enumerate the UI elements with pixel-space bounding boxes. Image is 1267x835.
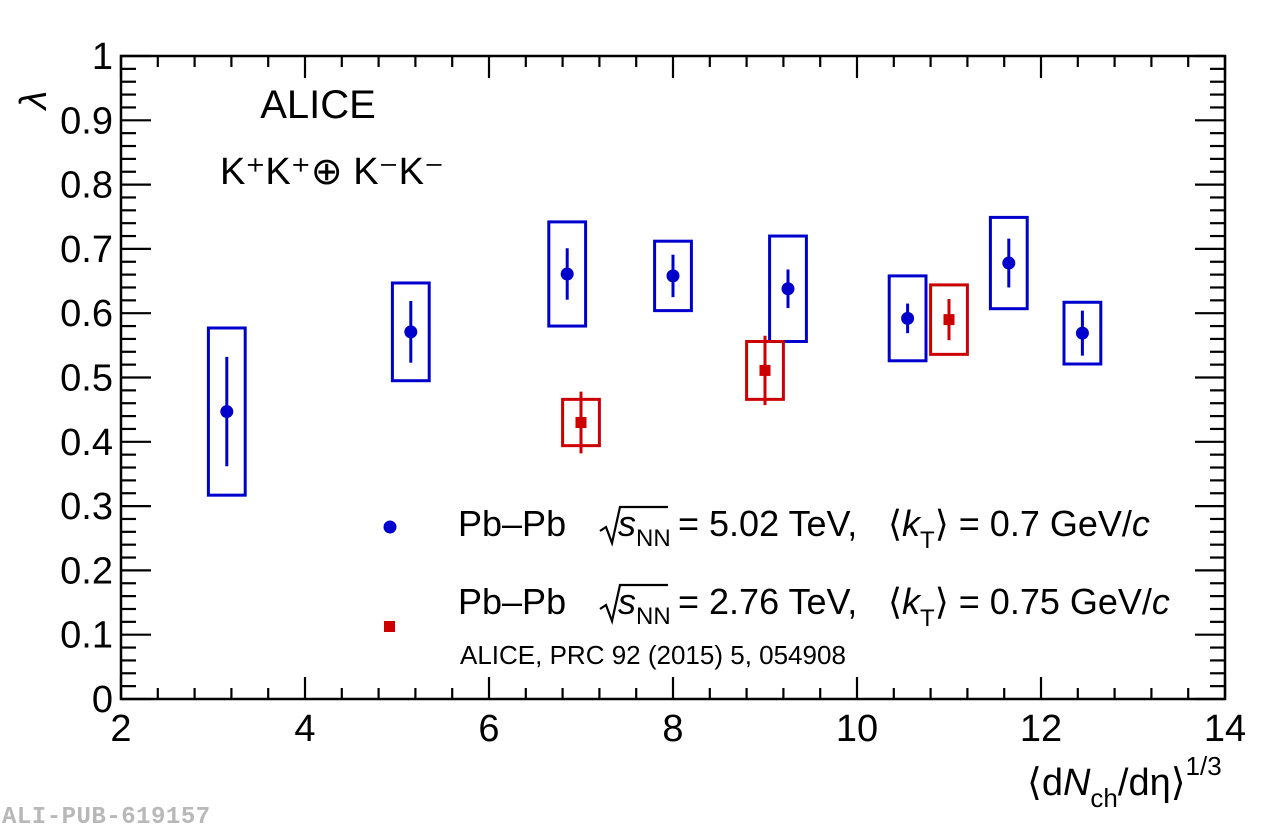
publication-id: ALI-PUB-619157 xyxy=(2,804,211,831)
y-tick-label: 0.3 xyxy=(60,486,113,528)
svg-text:= 5.02 TeV,: = 5.02 TeV, xyxy=(678,503,857,544)
legend-entry-2-energy: 2.76 TeV xyxy=(709,581,850,622)
system-label: K⁺K⁺⊕ K⁻K⁻ xyxy=(220,151,444,193)
experiment-label: ALICE xyxy=(260,83,376,127)
legend-entry-1-system: Pb–Pb xyxy=(458,503,566,544)
data-point-circle xyxy=(901,311,915,325)
data-point-circle xyxy=(1075,326,1089,340)
sys-box-series-2 xyxy=(929,283,969,356)
x-axis-title: ⟨dNch/dη⟩1/3 xyxy=(1027,751,1222,813)
legend-entry-1-energy: 5.02 TeV xyxy=(709,503,850,544)
y-axis-title: λ xyxy=(13,91,55,112)
data-point-circle xyxy=(560,267,574,281)
x-tick-label: 10 xyxy=(836,708,878,750)
svg-text:⟨kT⟩ = 0.75 GeV/c: ⟨kT⟩ = 0.75 GeV/c xyxy=(888,581,1170,632)
legend-entry-1-kt: ⟨kT⟩ = 0.7 GeV/c xyxy=(888,503,1150,554)
svg-text:s: s xyxy=(618,581,636,622)
y-tick-label: 0 xyxy=(92,679,113,721)
y-tick-label: 0.5 xyxy=(60,358,113,400)
x-tick-label: 6 xyxy=(478,708,499,750)
legend-marker-circle xyxy=(383,520,397,534)
x-tick-label: 2 xyxy=(110,708,131,750)
svg-text:= 2.76 TeV,: = 2.76 TeV, xyxy=(678,581,857,622)
y-tick-label: 0.9 xyxy=(60,100,113,142)
systematic-boxes xyxy=(206,215,1103,497)
legend-entry-2-sqrt-snn: s NN xyxy=(599,581,671,630)
data-point-square xyxy=(943,314,955,326)
svg-text:⟨kT⟩ = 0.7 GeV/c: ⟨kT⟩ = 0.7 GeV/c xyxy=(888,503,1150,554)
sys-box-series-1 xyxy=(988,215,1029,311)
data-point-square xyxy=(575,417,587,429)
svg-text:s: s xyxy=(618,503,636,544)
y-tick-label: 0.4 xyxy=(60,422,113,464)
axes-frame: 2 4 6 8 10 12 14 0 0.1 0.2 0.3 0.4 0.5 0.6 0.7 0.8 0.9 1 xyxy=(60,36,1246,750)
legend-entry-2-kt: ⟨kT⟩ = 0.75 GeV/c xyxy=(888,581,1170,632)
x-tick-label: 12 xyxy=(1020,708,1062,750)
data-marks xyxy=(220,238,1089,467)
svg-text:NN: NN xyxy=(636,603,671,630)
y-tick-label: 0.1 xyxy=(60,615,113,657)
legend-marker-square xyxy=(384,621,395,632)
sys-box-series-1 xyxy=(547,220,588,328)
sys-box-series-1 xyxy=(390,281,431,383)
x-tick-label: 14 xyxy=(1204,708,1246,750)
legend-reference: ALICE, PRC 92 (2015) 5, 054908 xyxy=(460,640,846,670)
y-tick-label: 0.8 xyxy=(60,165,113,207)
data-point-circle xyxy=(781,282,795,296)
x-tick-label: 4 xyxy=(294,708,315,750)
legend: Pb–Pb s NN = 5.02 TeV, ⟨kT⟩ = 0.7 GeV/c … xyxy=(383,503,1170,670)
y-tick-label: 0.6 xyxy=(60,293,113,335)
x-tick-label: 8 xyxy=(662,708,683,750)
data-point-circle xyxy=(1002,256,1016,270)
data-point-square xyxy=(759,364,771,376)
sys-box-series-1 xyxy=(1062,300,1103,366)
y-tick-label: 0.2 xyxy=(60,550,113,592)
sys-box-series-1 xyxy=(768,234,808,343)
y-tick-label: 0.7 xyxy=(60,229,113,271)
svg-text:⟨dNch/dη⟩1/3: ⟨dNch/dη⟩1/3 xyxy=(1027,751,1222,813)
data-point-circle xyxy=(666,269,680,283)
sys-box-series-1 xyxy=(653,239,693,313)
data-point-circle xyxy=(404,325,418,339)
svg-text:NN: NN xyxy=(636,525,671,552)
sys-box-series-1 xyxy=(887,274,928,363)
legend-entry-2-system: Pb–Pb xyxy=(458,581,566,622)
legend-entry-1-sqrt-snn: s NN xyxy=(599,503,671,552)
y-tick-label: 1 xyxy=(92,36,113,78)
sys-box-series-1 xyxy=(206,326,247,497)
data-point-circle xyxy=(220,405,234,419)
